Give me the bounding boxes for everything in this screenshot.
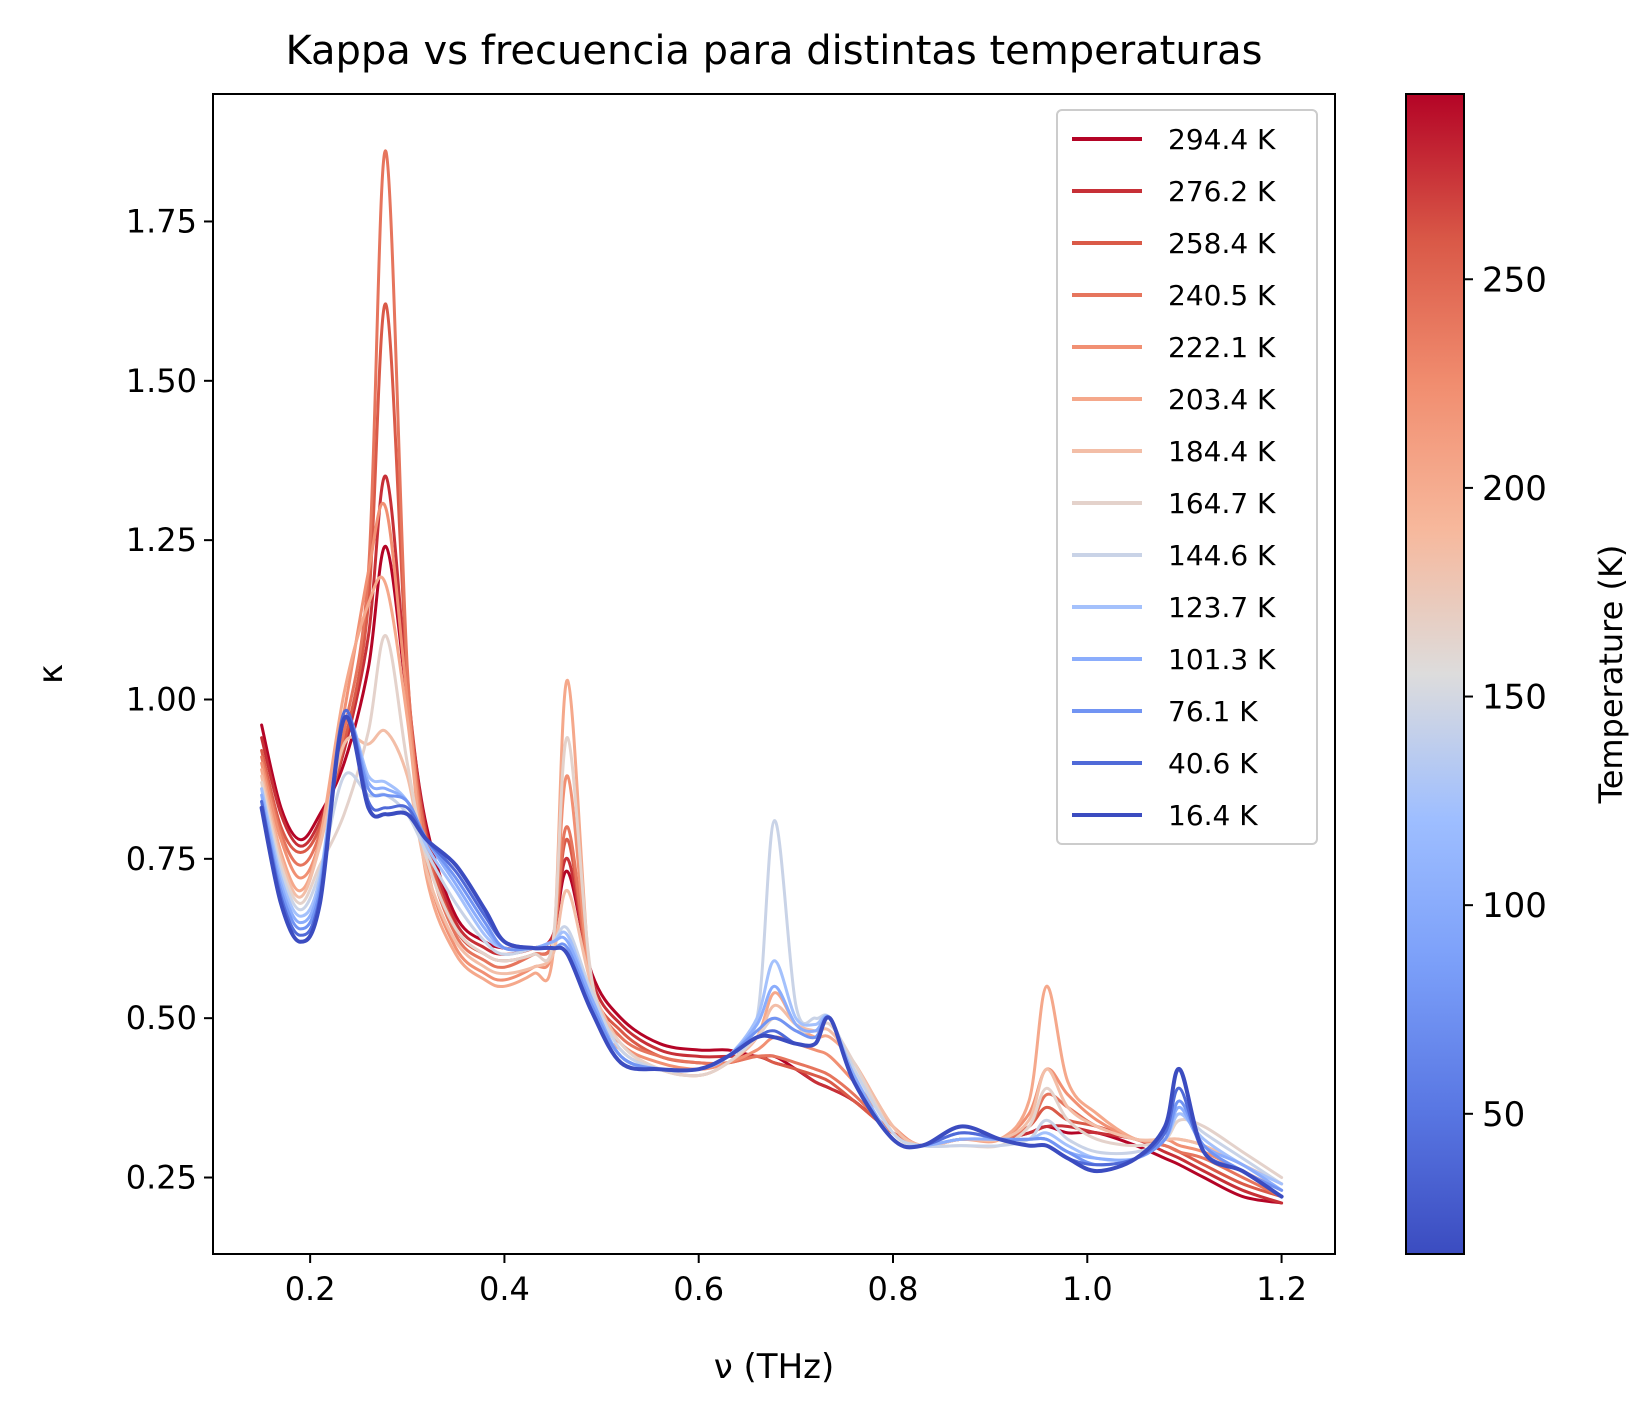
legend: 294.4 K 276.2 K 258.4 K 240.5 K 222.1 K 203.4… xyxy=(1056,109,1318,845)
y-tick-label: 1.50 xyxy=(126,362,197,400)
x-axis-ticks: 0.2 0.4 0.6 0.8 1.0 1.2 xyxy=(285,1254,1307,1308)
y-tick-label: 0.50 xyxy=(126,999,197,1037)
colorbar-label: Temperature (K) xyxy=(1592,545,1630,805)
legend-label: 16.4 K xyxy=(1168,799,1258,832)
legend-label: 294.4 K xyxy=(1168,123,1276,156)
x-tick-label: 0.4 xyxy=(479,1270,530,1308)
legend-label: 123.7 K xyxy=(1168,591,1276,624)
plot-frame xyxy=(212,93,1336,1255)
legend-frame xyxy=(1056,109,1318,845)
y-tick-label: 0.25 xyxy=(126,1159,197,1197)
legend-label: 240.5 K xyxy=(1168,279,1276,312)
y-tick-label: 1.75 xyxy=(126,202,197,240)
legend-label: 164.7 K xyxy=(1168,487,1276,520)
x-tick-label: 0.2 xyxy=(285,1270,336,1308)
x-axis-label: ν (THz) xyxy=(714,1347,835,1387)
colorbar-tick-label: 150 xyxy=(1482,678,1547,718)
legend-label: 144.6 K xyxy=(1168,539,1276,572)
series-line-14 xyxy=(259,714,1284,1199)
y-tick-label: 1.25 xyxy=(126,521,197,559)
y-axis-label: κ xyxy=(31,664,71,684)
legend-label: 76.1 K xyxy=(1168,695,1258,728)
colorbar-tick-label: 250 xyxy=(1482,260,1547,300)
series-layer xyxy=(259,149,1284,1205)
colorbar-tick-label: 100 xyxy=(1482,886,1547,926)
x-tick-label: 1.2 xyxy=(1256,1270,1307,1308)
colorbar xyxy=(1405,93,1465,1255)
legend-label: 203.4 K xyxy=(1168,383,1276,416)
legend-label: 40.6 K xyxy=(1168,747,1258,780)
x-tick-label: 0.8 xyxy=(868,1270,919,1308)
x-tick-label: 1.0 xyxy=(1062,1270,1113,1308)
series-line-5 xyxy=(260,501,1284,1192)
series-line-4 xyxy=(260,149,1284,1199)
colorbar-tick-label: 50 xyxy=(1482,1095,1525,1135)
y-tick-label: 0.75 xyxy=(126,840,197,878)
chart-title: Kappa vs frecuencia para distintas tempe… xyxy=(285,28,1262,74)
series-line-1 xyxy=(260,544,1284,1205)
series-line-8 xyxy=(260,634,1284,1179)
legend-label: 258.4 K xyxy=(1168,227,1276,260)
series-line-2 xyxy=(260,474,1284,1205)
x-tick-label: 0.6 xyxy=(673,1270,724,1308)
y-axis-ticks: 0.25 0.50 0.75 1.00 1.25 1.50 1.75 xyxy=(126,202,213,1197)
y-tick-label: 1.00 xyxy=(126,680,197,718)
legend-label: 184.4 K xyxy=(1168,435,1276,468)
legend-label: 101.3 K xyxy=(1168,643,1276,676)
colorbar-ticks: 50 100 150 200 250 xyxy=(1464,260,1547,1135)
legend-label: 276.2 K xyxy=(1168,175,1276,208)
legend-label: 222.1 K xyxy=(1168,331,1276,364)
colorbar-tick-label: 200 xyxy=(1482,469,1547,509)
